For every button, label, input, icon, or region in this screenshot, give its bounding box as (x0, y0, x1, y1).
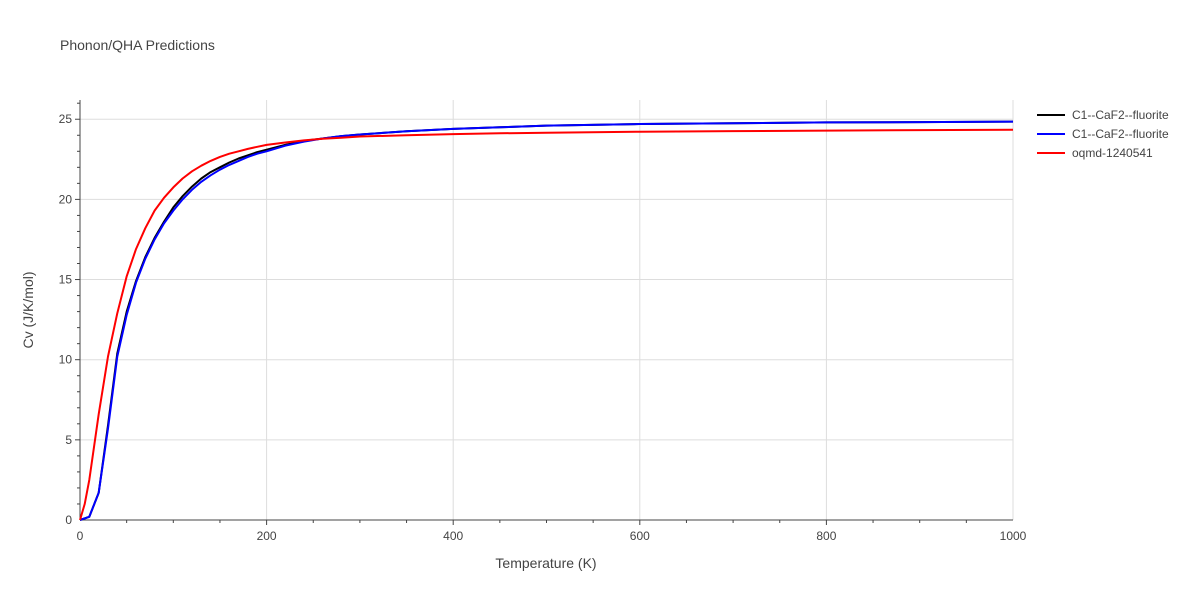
x-tick-label: 800 (816, 529, 836, 543)
y-tick-label: 25 (59, 112, 73, 126)
series-line-2 (79, 120, 1014, 521)
y-axis-label: Cv (J/K/mol) (20, 272, 36, 349)
chart-title: Phonon/QHA Predictions (60, 37, 215, 53)
legend-label: C1--CaF2--fluorite (1072, 127, 1169, 141)
y-tick-label: 10 (59, 353, 73, 367)
x-axis-label: Temperature (K) (495, 555, 596, 571)
axes (75, 100, 1013, 525)
series-lines (79, 120, 1014, 521)
x-tick-label: 1000 (1000, 529, 1027, 543)
legend-label: oqmd-1240541 (1072, 146, 1153, 160)
legend-item-1[interactable]: C1--CaF2--fluorite (1037, 108, 1169, 122)
y-tick-labels: 0 5 10 15 20 25 (59, 112, 73, 527)
y-tick-label: 0 (65, 513, 72, 527)
legend-label: C1--CaF2--fluorite (1072, 108, 1169, 122)
x-tick-label: 0 (77, 529, 84, 543)
y-tick-label: 5 (65, 433, 72, 447)
x-tick-label: 600 (630, 529, 650, 543)
series-line-1 (79, 120, 1014, 521)
legend-item-3[interactable]: oqmd-1240541 (1037, 146, 1153, 160)
gridlines (80, 100, 1014, 520)
x-tick-label: 400 (443, 529, 463, 543)
series-line-3 (79, 128, 1014, 521)
legend: C1--CaF2--fluorite C1--CaF2--fluorite oqmd… (1037, 108, 1169, 160)
y-tick-label: 20 (59, 192, 73, 206)
legend-item-2[interactable]: C1--CaF2--fluorite (1037, 127, 1169, 141)
x-tick-label: 200 (257, 529, 277, 543)
x-tick-labels: 0 200 400 600 800 1000 (77, 529, 1027, 543)
y-tick-label: 15 (59, 273, 73, 287)
